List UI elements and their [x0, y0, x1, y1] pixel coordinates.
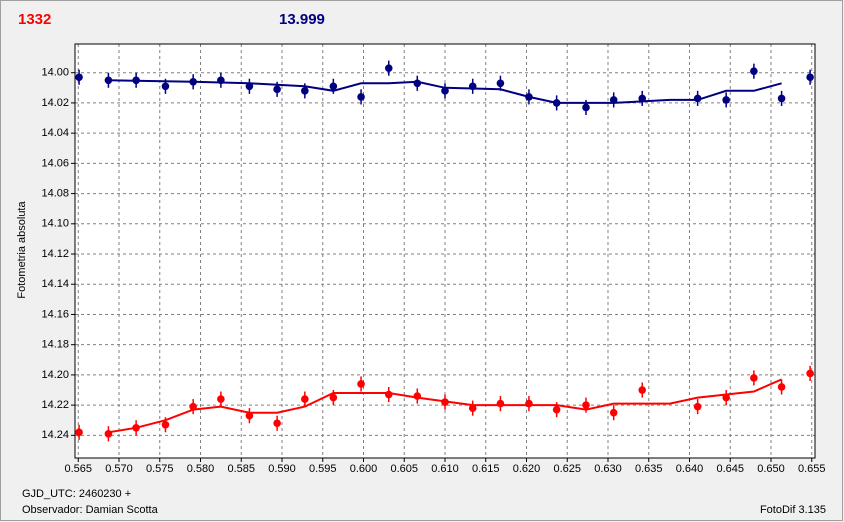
data-point — [273, 85, 281, 94]
data-point — [357, 93, 365, 101]
header-left: 1332 — [18, 11, 51, 28]
data-point — [722, 96, 730, 104]
y-tick-label: 14.16 — [41, 308, 69, 320]
footer-date: GJD_UTC: 2460230 + — [22, 488, 131, 500]
data-point — [552, 99, 561, 107]
data-point — [132, 423, 140, 432]
data-point — [104, 76, 113, 85]
y-tick-label: 14.06 — [41, 157, 69, 169]
data-point — [777, 383, 786, 391]
y-tick-label: 14.20 — [41, 369, 69, 381]
x-tick-label: 0.615 — [472, 463, 500, 475]
y-tick-label: 14.18 — [41, 339, 69, 351]
data-point — [132, 76, 140, 85]
data-point — [441, 398, 449, 406]
data-point — [693, 402, 702, 411]
data-point — [468, 404, 477, 412]
data-point — [638, 94, 647, 103]
plot-border — [74, 43, 816, 459]
y-tick-label: 14.04 — [41, 127, 69, 139]
data-point — [722, 393, 730, 402]
x-tick-label: 0.620 — [513, 463, 541, 475]
data-point — [413, 79, 422, 88]
y-axis-label: Fotometria absoluta — [16, 201, 28, 299]
data-point — [525, 399, 533, 408]
data-point — [161, 82, 170, 91]
data-point — [496, 399, 505, 408]
data-point — [582, 401, 590, 409]
data-point — [189, 402, 197, 411]
data-point — [609, 408, 618, 417]
data-point — [638, 386, 647, 394]
x-tick-label: 0.650 — [757, 463, 785, 475]
data-point — [750, 67, 758, 75]
data-point — [245, 82, 254, 91]
data-point — [777, 94, 786, 103]
x-tick-label: 0.565 — [64, 463, 92, 475]
data-point — [329, 82, 338, 91]
x-tick-label: 0.625 — [553, 463, 581, 475]
data-point — [384, 390, 393, 399]
y-tick-label: 14.10 — [41, 218, 69, 230]
data-point — [217, 76, 225, 85]
data-point — [582, 103, 590, 112]
x-tick-label: 0.600 — [350, 463, 378, 475]
y-tick-label: 14.08 — [41, 187, 69, 199]
y-tick-label: 14.14 — [41, 278, 69, 290]
data-point — [441, 87, 449, 95]
footer-software: FotoDif 3.135 — [760, 504, 826, 516]
data-point — [75, 428, 83, 437]
x-tick-label: 0.630 — [594, 463, 622, 475]
header-right: 13.999 — [279, 11, 325, 28]
data-point — [161, 420, 170, 429]
x-tick-label: 0.640 — [676, 463, 704, 475]
data-point — [104, 430, 113, 438]
data-point — [329, 393, 338, 402]
data-point — [273, 419, 281, 428]
data-point — [609, 96, 618, 104]
footer-observer: Observador: Damian Scotta — [22, 504, 159, 516]
y-tick-label: 14.24 — [41, 429, 69, 441]
data-point — [301, 87, 309, 95]
x-tick-label: 0.595 — [309, 463, 337, 475]
x-tick-label: 0.610 — [431, 463, 459, 475]
data-point — [525, 93, 533, 101]
data-point — [413, 392, 422, 400]
x-tick-label: 0.635 — [635, 463, 663, 475]
data-point — [806, 369, 814, 378]
data-point — [189, 77, 197, 86]
y-tick-label: 14.12 — [41, 248, 69, 260]
x-tick-label: 0.605 — [390, 463, 418, 475]
x-tick-label: 0.590 — [268, 463, 296, 475]
data-point — [693, 94, 702, 103]
data-point — [245, 411, 254, 420]
y-tick-label: 14.02 — [41, 97, 69, 109]
data-point — [357, 380, 365, 388]
data-point — [496, 79, 505, 88]
x-tick-label: 0.570 — [105, 463, 133, 475]
data-point — [552, 405, 561, 414]
data-point — [468, 82, 477, 91]
data-point — [806, 73, 814, 82]
data-point — [301, 395, 309, 403]
x-tick-label: 0.575 — [146, 463, 174, 475]
x-tick-label: 0.655 — [798, 463, 826, 475]
y-tick-label: 14.22 — [41, 399, 69, 411]
data-point — [384, 64, 393, 72]
x-tick-label: 0.580 — [187, 463, 215, 475]
x-tick-label: 0.585 — [227, 463, 255, 475]
data-point — [750, 374, 758, 382]
data-point — [75, 73, 83, 82]
x-tick-label: 0.645 — [716, 463, 744, 475]
y-tick-label: 14.00 — [41, 67, 69, 79]
data-point — [217, 395, 225, 403]
